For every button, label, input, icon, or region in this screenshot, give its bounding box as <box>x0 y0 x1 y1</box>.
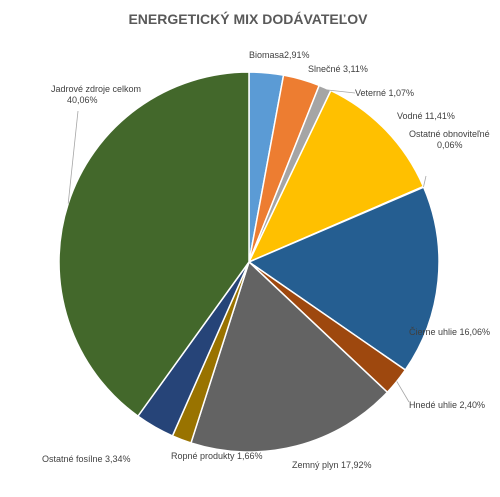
slice-cierne-uhlie <box>247 186 440 372</box>
leader-line-jadrove-zdroje-celkom <box>67 110 79 204</box>
leader-line-ostatne-obnovitelne <box>423 175 427 187</box>
data-label-zemny-plyn: Zemný plyn 17,92% <box>292 460 372 470</box>
slice-zemny-plyn <box>190 260 389 453</box>
data-label-veterne: Veterné 1,07% <box>355 88 414 98</box>
leader-lines <box>67 89 427 403</box>
slice-vodne <box>247 89 425 264</box>
data-label-ostatne-fosilne: Ostatné fosílne 3,34% <box>42 454 131 464</box>
leader-line-veterne <box>324 89 356 94</box>
data-label-hnede-uhlie: Hnedé uhlie 2,40% <box>409 400 485 410</box>
data-label-vodne: Vodné 11,41% <box>397 111 455 121</box>
slice-jadrove-zdroje-celkom <box>58 71 250 418</box>
data-label-ostatne-obnovitelne: Ostatné obnoviteľné 0,06% <box>409 129 490 150</box>
leader-line-hnede-uhlie <box>396 381 410 403</box>
chart-title: ENERGETICKÝ MIX DODÁVATEĽOV <box>128 10 368 27</box>
data-label-slnecne: Slnečné 3,11% <box>308 64 368 74</box>
data-label-ropne-produkty: Ropné produkty 1,66% <box>171 451 263 461</box>
data-label-cierne-uhlie: Čierne uhlie 16,06% <box>409 327 490 337</box>
data-label-jadrove-zdroje-celkom: Jadrové zdroje celkom 40,06% <box>51 84 141 105</box>
data-labels: Biomasa2,91% Slnečné 3,11% Veterné 1,07% Vo… <box>42 50 490 470</box>
data-label-biomasa: Biomasa2,91% <box>249 50 310 60</box>
pie-slices <box>58 71 440 453</box>
